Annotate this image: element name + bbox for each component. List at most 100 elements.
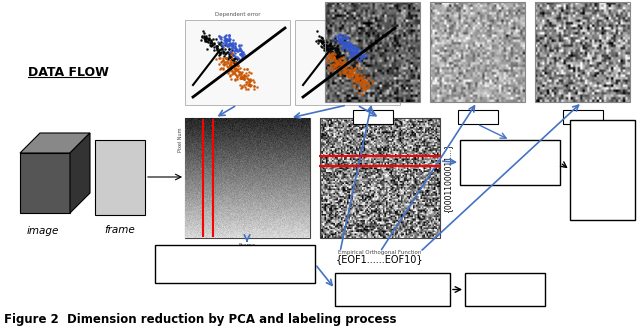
Text: class. y: class. y bbox=[482, 283, 528, 296]
Point bbox=[347, 52, 357, 58]
Point bbox=[336, 37, 346, 42]
Point bbox=[323, 65, 333, 70]
Point bbox=[326, 45, 337, 50]
Point bbox=[357, 53, 367, 59]
Point bbox=[220, 41, 230, 46]
Point bbox=[322, 46, 332, 51]
Point bbox=[239, 76, 249, 81]
Point bbox=[216, 39, 226, 45]
Point bbox=[317, 39, 328, 45]
Point bbox=[230, 60, 240, 65]
Point bbox=[230, 51, 240, 56]
Point bbox=[212, 45, 222, 50]
Point bbox=[244, 83, 255, 89]
Point bbox=[338, 69, 348, 74]
Point bbox=[224, 69, 234, 74]
Point bbox=[348, 51, 358, 56]
Point bbox=[357, 53, 367, 58]
Point bbox=[229, 61, 239, 66]
Point bbox=[223, 37, 233, 42]
Point bbox=[218, 45, 228, 50]
Point bbox=[231, 61, 241, 66]
Point bbox=[241, 70, 251, 75]
Point bbox=[349, 49, 360, 54]
Point bbox=[332, 53, 342, 59]
Point bbox=[327, 45, 337, 50]
Point bbox=[328, 53, 339, 58]
Bar bbox=[185, 118, 310, 238]
Point bbox=[336, 32, 346, 38]
Point bbox=[339, 40, 349, 45]
Point bbox=[339, 44, 349, 49]
Point bbox=[352, 53, 362, 58]
Point bbox=[232, 60, 243, 65]
Point bbox=[348, 46, 358, 51]
Point bbox=[322, 58, 332, 63]
Point bbox=[333, 60, 343, 65]
Point bbox=[209, 44, 219, 50]
Point bbox=[352, 75, 362, 80]
Point bbox=[346, 72, 356, 78]
Point bbox=[330, 54, 340, 60]
Point bbox=[354, 53, 364, 59]
Point bbox=[237, 54, 247, 59]
Point bbox=[232, 48, 243, 54]
Point bbox=[214, 41, 224, 46]
Point bbox=[209, 47, 220, 52]
Point bbox=[350, 45, 360, 51]
Point bbox=[214, 55, 225, 60]
Point bbox=[197, 35, 207, 40]
Point bbox=[234, 73, 244, 78]
Point bbox=[330, 66, 340, 71]
Point bbox=[245, 79, 255, 84]
Point bbox=[238, 75, 248, 80]
Point bbox=[328, 55, 339, 60]
Point bbox=[333, 38, 343, 44]
Point bbox=[231, 63, 241, 68]
Bar bbox=[185, 20, 290, 105]
Point bbox=[345, 44, 355, 49]
Point bbox=[348, 79, 358, 84]
Point bbox=[239, 72, 249, 77]
Point bbox=[230, 47, 241, 52]
Point bbox=[218, 50, 228, 55]
Point bbox=[244, 77, 254, 82]
Point bbox=[237, 69, 248, 75]
Point bbox=[223, 52, 234, 57]
Point bbox=[338, 64, 348, 69]
Point bbox=[220, 46, 230, 51]
Point bbox=[346, 69, 356, 75]
Point bbox=[355, 80, 365, 85]
Point bbox=[225, 45, 236, 50]
Point bbox=[206, 38, 216, 43]
Point bbox=[353, 78, 364, 84]
Point bbox=[357, 84, 367, 89]
Bar bbox=[335, 273, 450, 306]
Point bbox=[249, 84, 259, 89]
Point bbox=[317, 40, 327, 45]
Point bbox=[219, 62, 229, 67]
Point bbox=[228, 52, 238, 58]
Point bbox=[246, 78, 257, 83]
Point bbox=[344, 70, 354, 75]
Point bbox=[331, 63, 341, 68]
Point bbox=[348, 44, 358, 49]
Point bbox=[224, 46, 234, 52]
Point bbox=[353, 74, 364, 79]
Point bbox=[244, 82, 255, 87]
Point bbox=[214, 33, 224, 38]
Point bbox=[230, 53, 241, 59]
Point bbox=[342, 67, 353, 72]
Point bbox=[317, 38, 328, 43]
Point bbox=[327, 49, 337, 54]
Point bbox=[221, 37, 232, 42]
Point bbox=[230, 41, 241, 47]
Point bbox=[198, 31, 209, 36]
Point bbox=[236, 75, 246, 80]
Text: frame: frame bbox=[104, 225, 136, 235]
Point bbox=[329, 64, 339, 70]
Point bbox=[236, 74, 246, 80]
Point bbox=[346, 52, 356, 58]
Point bbox=[242, 79, 252, 84]
Point bbox=[324, 51, 334, 57]
